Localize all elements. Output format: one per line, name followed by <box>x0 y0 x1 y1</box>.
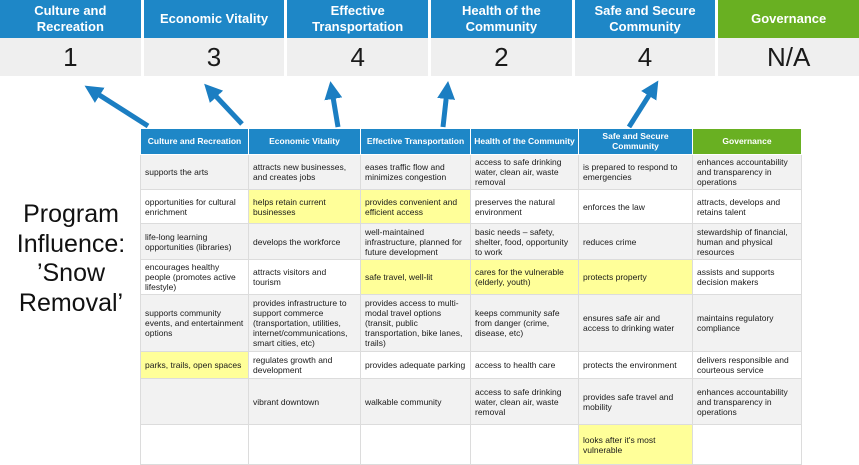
matrix-cell: opportunities for cultural enrichment <box>140 189 249 225</box>
matrix-row: opportunities for cultural enrichment hel… <box>140 189 802 225</box>
matrix-cell <box>692 424 802 465</box>
scoreboard-score: 4 <box>287 38 429 76</box>
matrix-column-header: Economic Vitality <box>248 128 361 155</box>
matrix-cell: keeps community safe from danger (crime,… <box>470 294 579 353</box>
matrix-cell: maintains regulatory compliance <box>692 294 802 353</box>
program-label-line: ’Snow <box>36 259 106 287</box>
scoreboard-header: Governance <box>718 0 859 38</box>
matrix-column-header: Safe and Secure Community <box>578 128 693 155</box>
scoreboard-score: N/A <box>718 38 859 76</box>
scoreboard-column: Health of the Community 2 <box>431 0 572 76</box>
program-label-line: Removal’ <box>18 288 124 317</box>
matrix-cell: basic needs – safety, shelter, food, opp… <box>470 223 579 261</box>
matrix-cell: attracts, develops and retains talent <box>692 189 802 225</box>
scoreboard-column: Governance N/A <box>718 0 859 76</box>
influence-arrows <box>84 80 659 129</box>
arrow-up-icon <box>437 81 456 128</box>
matrix-cell: develops the workforce <box>248 223 361 261</box>
matrix-cell: safe travel, well-lit <box>360 259 471 296</box>
scoreboard-score: 1 <box>0 38 141 76</box>
matrix-cell: provides access to multi-modal travel op… <box>360 294 471 353</box>
matrix-cell: parks, trails, open spaces <box>140 351 249 380</box>
matrix-cell: vibrant downtown <box>248 378 361 426</box>
matrix-cell <box>140 378 249 426</box>
scoreboard: Culture and Recreation 1 Economic Vitality… <box>0 0 859 76</box>
matrix-cell: enforces the law <box>578 189 693 225</box>
matrix-row: supports the arts attracts new businesses… <box>140 153 802 191</box>
matrix-cell: access to safe drinking water, clean air… <box>470 378 579 426</box>
scoreboard-header: Economic Vitality <box>143 0 285 38</box>
program-influence-label: Program Influence: ’Snow Removal’ <box>0 200 142 318</box>
matrix-header-row: Culture and Recreation Economic Vitality E… <box>140 128 802 155</box>
matrix-cell: encourages healthy people (promotes acti… <box>140 259 249 296</box>
scoreboard-column: Effective Transportation 4 <box>287 0 429 76</box>
matrix-body: supports the arts attracts new businesses… <box>140 153 802 465</box>
matrix-row: looks after it's most vulnerable <box>140 424 802 465</box>
matrix-cell: eases traffic flow and minimizes congest… <box>360 153 471 191</box>
scoreboard-score: 2 <box>431 38 572 76</box>
matrix-row: life-long learning opportunities (librar… <box>140 223 802 261</box>
matrix-cell: supports the arts <box>140 153 249 191</box>
matrix-cell: cares for the vulnerable (elderly, youth… <box>470 259 579 296</box>
arrow-up-icon <box>204 83 244 126</box>
scoreboard-header: Safe and Secure Community <box>574 0 716 38</box>
matrix-column-header: Health of the Community <box>470 128 579 155</box>
matrix-cell: access to safe drinking water, clean air… <box>470 153 579 191</box>
matrix-cell: well-maintained infrastructure, planned … <box>360 223 471 261</box>
matrix-cell: protects the environment <box>578 351 693 380</box>
scoreboard-header: Health of the Community <box>431 0 572 38</box>
matrix-cell: delivers responsible and courteous servi… <box>692 351 802 380</box>
arrow-up-icon <box>626 80 659 129</box>
matrix-cell: provides safe travel and mobility <box>578 378 693 426</box>
matrix-cell: preserves the natural environment <box>470 189 579 225</box>
matrix-cell: provides adequate parking <box>360 351 471 380</box>
matrix-cell: enhances accountability and transparency… <box>692 378 802 426</box>
matrix-cell: protects property <box>578 259 693 296</box>
matrix-cell <box>140 424 249 465</box>
matrix-cell <box>360 424 471 465</box>
scoreboard-column: Economic Vitality 3 <box>143 0 285 76</box>
scoreboard-column: Culture and Recreation 1 <box>0 0 141 76</box>
scoreboard-score: 3 <box>143 38 285 76</box>
program-label-line: Program <box>23 200 119 228</box>
matrix-row: vibrant downtown walkable community access… <box>140 378 802 426</box>
matrix-cell: helps retain current businesses <box>248 189 361 225</box>
influence-matrix-table: Culture and Recreation Economic Vitality E… <box>140 128 802 465</box>
matrix-cell: stewardship of financial, human and phys… <box>692 223 802 261</box>
matrix-cell: provides convenient and efficient access <box>360 189 471 225</box>
matrix-column-header: Culture and Recreation <box>140 128 249 155</box>
matrix-cell: ensures safe air and access to drinking … <box>578 294 693 353</box>
scoreboard-score: 4 <box>574 38 716 76</box>
matrix-column-header: Governance <box>692 128 802 155</box>
matrix-cell: regulates growth and development <box>248 351 361 380</box>
scoreboard-column: Safe and Secure Community 4 <box>574 0 716 76</box>
matrix-cell: assists and supports decision makers <box>692 259 802 296</box>
matrix-cell: attracts visitors and tourism <box>248 259 361 296</box>
arrow-up-icon <box>324 81 343 128</box>
program-label-line: Influence: <box>16 229 126 258</box>
matrix-cell: walkable community <box>360 378 471 426</box>
matrix-cell: enhances accountability and transparency… <box>692 153 802 191</box>
matrix-cell: supports community events, and entertain… <box>140 294 249 353</box>
matrix-row: supports community events, and entertain… <box>140 294 802 353</box>
arrow-up-icon <box>84 85 150 129</box>
scoreboard-header: Culture and Recreation <box>0 0 141 38</box>
matrix-cell <box>470 424 579 465</box>
matrix-cell: access to health care <box>470 351 579 380</box>
matrix-column-header: Effective Transportation <box>360 128 471 155</box>
influence-matrix: Culture and Recreation Economic Vitality E… <box>140 128 802 465</box>
matrix-cell: is prepared to respond to emergencies <box>578 153 693 191</box>
matrix-cell: provides infrastructure to support comme… <box>248 294 361 353</box>
scoreboard-header: Effective Transportation <box>287 0 429 38</box>
matrix-cell: looks after it's most vulnerable <box>578 424 693 465</box>
matrix-row: parks, trails, open spaces regulates grow… <box>140 351 802 380</box>
matrix-cell: life-long learning opportunities (librar… <box>140 223 249 261</box>
matrix-cell: reduces crime <box>578 223 693 261</box>
matrix-cell: attracts new businesses, and creates job… <box>248 153 361 191</box>
matrix-row: encourages healthy people (promotes acti… <box>140 259 802 296</box>
matrix-cell <box>248 424 361 465</box>
